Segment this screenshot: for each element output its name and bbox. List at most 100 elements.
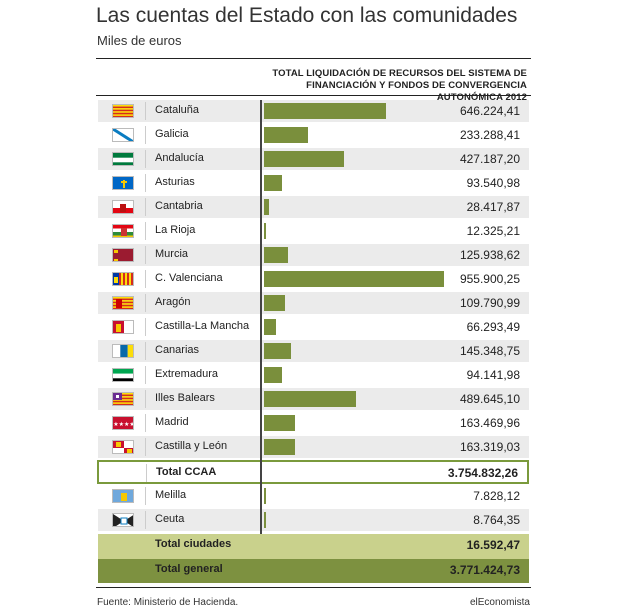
chart-subtitle: Miles de euros — [97, 33, 182, 48]
value-label: 646.224,41 — [459, 104, 520, 118]
row-separator — [146, 464, 147, 482]
murcia-flag-icon — [112, 248, 134, 262]
value-label: 489.645,10 — [459, 392, 520, 406]
row-separator — [145, 366, 146, 384]
bar — [264, 295, 285, 311]
table-row: Galicia 233.288,41 — [98, 124, 529, 146]
region-label: Andalucía — [155, 152, 204, 164]
row-separator — [145, 126, 146, 144]
galicia-flag-icon — [112, 128, 134, 142]
row-separator — [145, 294, 146, 312]
table-row: Illes Balears 489.645,10 — [98, 388, 529, 410]
table-row: C. Valenciana 955.900,25 — [98, 268, 529, 290]
melilla-flag-icon — [112, 489, 134, 503]
region-label: Aragón — [155, 296, 191, 308]
illes-balears-flag-icon — [112, 392, 134, 406]
total-label: Total general — [155, 563, 223, 575]
bar — [264, 199, 270, 215]
header-rule — [96, 95, 531, 96]
table-row: Melilla 7.828,12 — [98, 485, 529, 507]
bar — [264, 367, 282, 383]
value-label: 145.348,75 — [459, 344, 520, 358]
column-header: TOTAL LIQUIDACIÓN DE RECURSOS DEL SISTEM… — [262, 68, 527, 104]
bar — [264, 175, 282, 191]
region-label: Illes Balears — [155, 392, 215, 404]
region-label: Murcia — [155, 248, 189, 260]
table-row: Aragón 109.790,99 — [98, 292, 529, 314]
andalucia-flag-icon — [112, 152, 134, 166]
value-label: 7.828,12 — [473, 489, 520, 503]
top-rule — [96, 58, 531, 59]
la-rioja-flag-icon — [112, 224, 134, 238]
row-separator — [145, 511, 146, 529]
canarias-flag-icon — [112, 344, 134, 358]
region-label: Galicia — [155, 128, 189, 140]
ceuta-flag-icon — [112, 513, 134, 527]
region-label: Melilla — [155, 489, 187, 501]
row-separator — [145, 414, 146, 432]
region-label: Ceuta — [155, 513, 185, 525]
bar — [264, 512, 266, 528]
value-label: 8.764,35 — [473, 513, 520, 527]
bottom-rule — [96, 587, 531, 588]
row-separator — [145, 246, 146, 264]
bar — [264, 488, 266, 504]
row-separator — [145, 174, 146, 192]
chart-title: Las cuentas del Estado con las comunidad… — [96, 4, 518, 27]
cataluna-flag-icon — [112, 104, 134, 118]
extremadura-flag-icon — [112, 368, 134, 382]
table-row: Asturias 93.540,98 — [98, 172, 529, 194]
aragon-flag-icon — [112, 296, 134, 310]
asturias-flag-icon — [112, 176, 134, 190]
svg-text:★★★★: ★★★★ — [113, 421, 134, 428]
region-label: Extremadura — [155, 368, 218, 380]
total-general-row: Total general 3.771.424,73 — [98, 559, 529, 583]
total-value: 16.592,47 — [466, 538, 520, 552]
value-label: 94.141,98 — [466, 368, 520, 382]
region-label: Cataluña — [155, 104, 200, 116]
row-separator — [145, 150, 146, 168]
row-separator — [145, 198, 146, 216]
bar — [264, 415, 295, 431]
total-value: 3.754.832,26 — [447, 466, 518, 480]
value-label: 28.417,87 — [466, 200, 520, 214]
table-row: Canarias 145.348,75 — [98, 340, 529, 362]
value-label: 233.288,41 — [459, 128, 520, 142]
value-label: 163.469,96 — [459, 416, 520, 430]
column-header-line-1: TOTAL LIQUIDACIÓN DE RECURSOS DEL SISTEM… — [272, 68, 527, 79]
bar — [264, 343, 292, 359]
madrid-flag-icon: ★★★★ — [112, 416, 134, 430]
bar — [264, 103, 386, 119]
table-row: Castilla-La Mancha 66.293,49 — [98, 316, 529, 338]
total-label: Total ciudades — [155, 538, 232, 550]
bar — [264, 391, 357, 407]
castilla-y-leon-flag-icon — [112, 440, 134, 454]
value-label: 12.325,21 — [466, 224, 520, 238]
table-row: Andalucía 427.187,20 — [98, 148, 529, 170]
region-label: Castilla y León — [155, 440, 228, 452]
table-row: Murcia 125.938,62 — [98, 244, 529, 266]
region-label: Asturias — [155, 176, 195, 188]
bar-axis-line — [260, 100, 262, 534]
value-label: 109.790,99 — [459, 296, 520, 310]
region-label: C. Valenciana — [155, 272, 223, 284]
cantabria-flag-icon — [112, 200, 134, 214]
total-ciudades-row: Total ciudades 16.592,47 — [98, 534, 529, 559]
castilla-la-mancha-flag-icon — [112, 320, 134, 334]
table-row: La Rioja 12.325,21 — [98, 220, 529, 242]
row-separator — [145, 222, 146, 240]
table-row: Extremadura 94.141,98 — [98, 364, 529, 386]
region-label: Cantabria — [155, 200, 203, 212]
value-label: 125.938,62 — [459, 248, 520, 262]
value-label: 427.187,20 — [459, 152, 520, 166]
value-label: 93.540,98 — [466, 176, 520, 190]
region-label: La Rioja — [155, 224, 196, 236]
table-row: Castilla y León 163.319,03 — [98, 436, 529, 458]
total-label: Total CCAA — [156, 466, 217, 478]
table-row: ★★★★ Madrid 163.469,96 — [98, 412, 529, 434]
row-separator — [145, 438, 146, 456]
total-value: 3.771.424,73 — [449, 563, 520, 577]
bar — [264, 151, 345, 167]
bar — [264, 247, 288, 263]
value-label: 955.900,25 — [459, 272, 520, 286]
